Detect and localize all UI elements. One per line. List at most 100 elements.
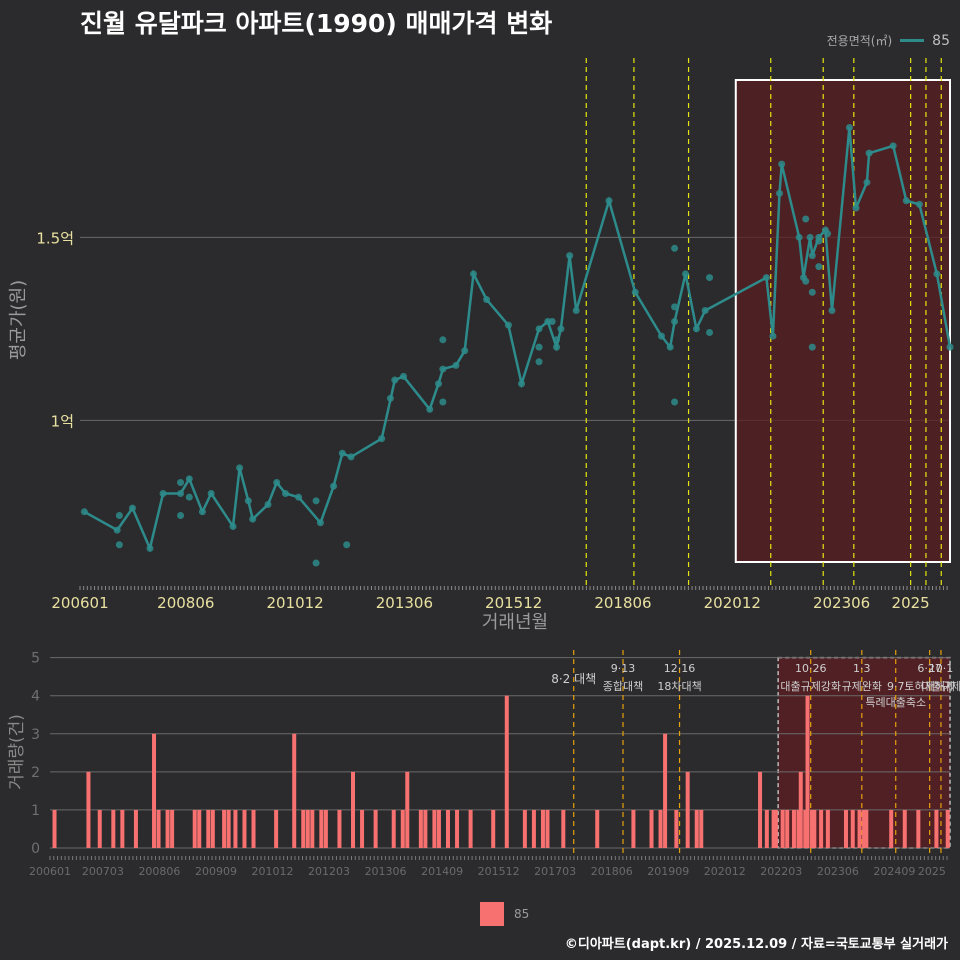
bar [663, 733, 668, 848]
data-point [229, 522, 237, 530]
x-tick-label: 201012 [266, 594, 323, 612]
data-point [535, 343, 543, 351]
data-point [682, 270, 690, 278]
x-tick-label-bottom: 202012 [704, 865, 746, 878]
x-tick-label-bottom: 201409 [421, 865, 463, 878]
bar [373, 809, 378, 848]
x-tick-label-bottom: 200806 [138, 865, 180, 878]
policy-label: 8·2 대책 [551, 671, 596, 686]
bar [351, 771, 356, 848]
policy-date: 9·7 [887, 680, 905, 693]
data-point [706, 274, 714, 282]
bar [197, 809, 202, 848]
bar [864, 809, 869, 848]
x-tick-label-bottom: 202306 [817, 865, 859, 878]
bar [52, 809, 57, 848]
data-point [439, 365, 447, 373]
data-point [236, 464, 244, 472]
data-point [553, 343, 561, 351]
policy-desc: 규제완화 [842, 680, 882, 693]
x-tick-label-bottom: 200909 [195, 865, 237, 878]
data-point [504, 321, 512, 329]
bar [432, 809, 437, 848]
data-point [824, 230, 832, 238]
data-point [249, 515, 257, 523]
x-tick-label: 201806 [594, 594, 651, 612]
data-point [461, 347, 469, 355]
data-point [330, 482, 338, 490]
bar [785, 809, 790, 848]
data-point [902, 197, 910, 205]
data-point [312, 497, 320, 505]
bar [310, 809, 315, 848]
y-tick-label-bottom: 1 [31, 803, 40, 819]
x-tick-label: 200601 [51, 594, 108, 612]
chart-title: 진월 유달파크 아파트(1990) 매매가격 변화 [80, 9, 553, 38]
x-tick-label-bottom: 201306 [365, 865, 407, 878]
bar [843, 809, 848, 848]
data-point [115, 511, 123, 519]
data-point [671, 398, 679, 406]
bar [945, 809, 950, 848]
bar [111, 809, 116, 848]
bar [120, 809, 125, 848]
x-tick-label-bottom: 201806 [591, 865, 633, 878]
y-axis-title-bottom: 거래량(건) [7, 714, 27, 790]
data-point [198, 508, 206, 516]
data-point [557, 325, 565, 333]
data-point [159, 490, 167, 498]
bar [934, 809, 939, 848]
data-point [802, 277, 810, 285]
y-tick-label: 1.5억 [36, 229, 74, 247]
data-point [800, 274, 808, 282]
bar [685, 771, 690, 848]
bar [771, 809, 776, 848]
x-tick-label-bottom: 202409 [873, 865, 915, 878]
bar [773, 809, 778, 848]
x-tick-label-bottom: 202203 [760, 865, 802, 878]
bar [391, 809, 396, 848]
area-legend: 전용면적(㎡) 85 [827, 32, 950, 49]
bar [819, 809, 824, 848]
bar [758, 771, 763, 848]
bar [805, 695, 810, 848]
data-point [264, 500, 272, 508]
x-tick-label-bottom: 201203 [308, 865, 350, 878]
highlight-region [734, 79, 951, 563]
data-point [706, 328, 714, 336]
policy-date: 1·3 [853, 662, 871, 675]
bar [133, 809, 138, 848]
y-axis-title: 평균가(원) [8, 280, 29, 360]
x-axis-title: 거래년월 [482, 612, 548, 633]
data-point [518, 380, 526, 388]
data-point [657, 332, 665, 340]
bar [504, 695, 509, 848]
bar-legend-label: 85 [514, 907, 530, 921]
x-tick-label-bottom: 200703 [82, 865, 124, 878]
bar [445, 809, 450, 848]
bar [418, 809, 423, 848]
y-tick-label-bottom: 4 [31, 689, 40, 705]
data-point [439, 336, 447, 344]
bar [798, 771, 803, 848]
data-point [146, 544, 154, 552]
data-point [400, 372, 408, 380]
legend-line-swatch [900, 39, 925, 42]
bar [862, 809, 867, 848]
policy-desc: 18차대책 [657, 680, 701, 693]
bar [812, 809, 817, 848]
bar [803, 809, 808, 848]
bar [156, 809, 161, 848]
bar [405, 771, 410, 848]
data-point [483, 296, 491, 304]
data-point [177, 490, 185, 498]
data-point [778, 160, 786, 168]
data-point [80, 508, 88, 516]
data-point [671, 244, 679, 252]
bar [540, 809, 545, 848]
data-point [177, 511, 185, 519]
bar [206, 809, 211, 848]
source-credit: ©디아파트(dapt.kr) / 2025.12.09 / 자료=국토교통부 실… [564, 937, 948, 952]
legend-title: 전용면적(㎡) [826, 34, 893, 48]
data-point [666, 343, 674, 351]
